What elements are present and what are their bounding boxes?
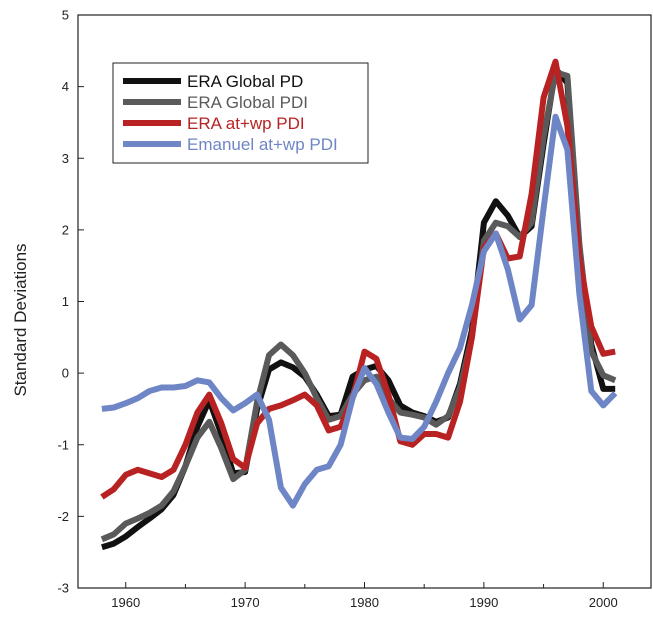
x-axis: 1960 1970 1980 1990 2000	[111, 582, 618, 610]
y-tick-label: 4	[62, 79, 69, 94]
x-tick-label: 1970	[231, 595, 260, 610]
y-tick-label: 1	[62, 294, 69, 309]
y-tick-label: 3	[62, 151, 69, 166]
legend: ERA Global PD ERA Global PDI ERA at+wp PDI…	[112, 62, 369, 164]
y-axis: -3 -2 -1 0 1 2 3 4 5	[57, 8, 84, 596]
y-tick-label: 2	[62, 222, 69, 237]
x-tick-label: 1980	[350, 595, 379, 610]
legend-label-1: ERA Global PD	[187, 72, 303, 91]
y-tick-label: -3	[57, 581, 69, 596]
x-tick-label: 1960	[111, 595, 140, 610]
x-tick-label: 1990	[469, 595, 498, 610]
y-axis-title: Standard Deviations	[11, 243, 30, 396]
series-lines	[100, 58, 618, 551]
y-tick-label: 5	[62, 8, 69, 23]
y-tick-label: 0	[62, 366, 69, 381]
series-line-4	[101, 113, 618, 509]
legend-label-2: ERA Global PDI	[187, 93, 308, 112]
x-tick-label: 2000	[589, 595, 618, 610]
legend-label-4: Emanuel at+wp PDI	[187, 135, 338, 154]
y-tick-label: -1	[57, 437, 69, 452]
y-tick-label: -2	[57, 509, 69, 524]
series-line-3	[100, 58, 616, 500]
legend-label-3: ERA at+wp PDI	[187, 114, 305, 133]
